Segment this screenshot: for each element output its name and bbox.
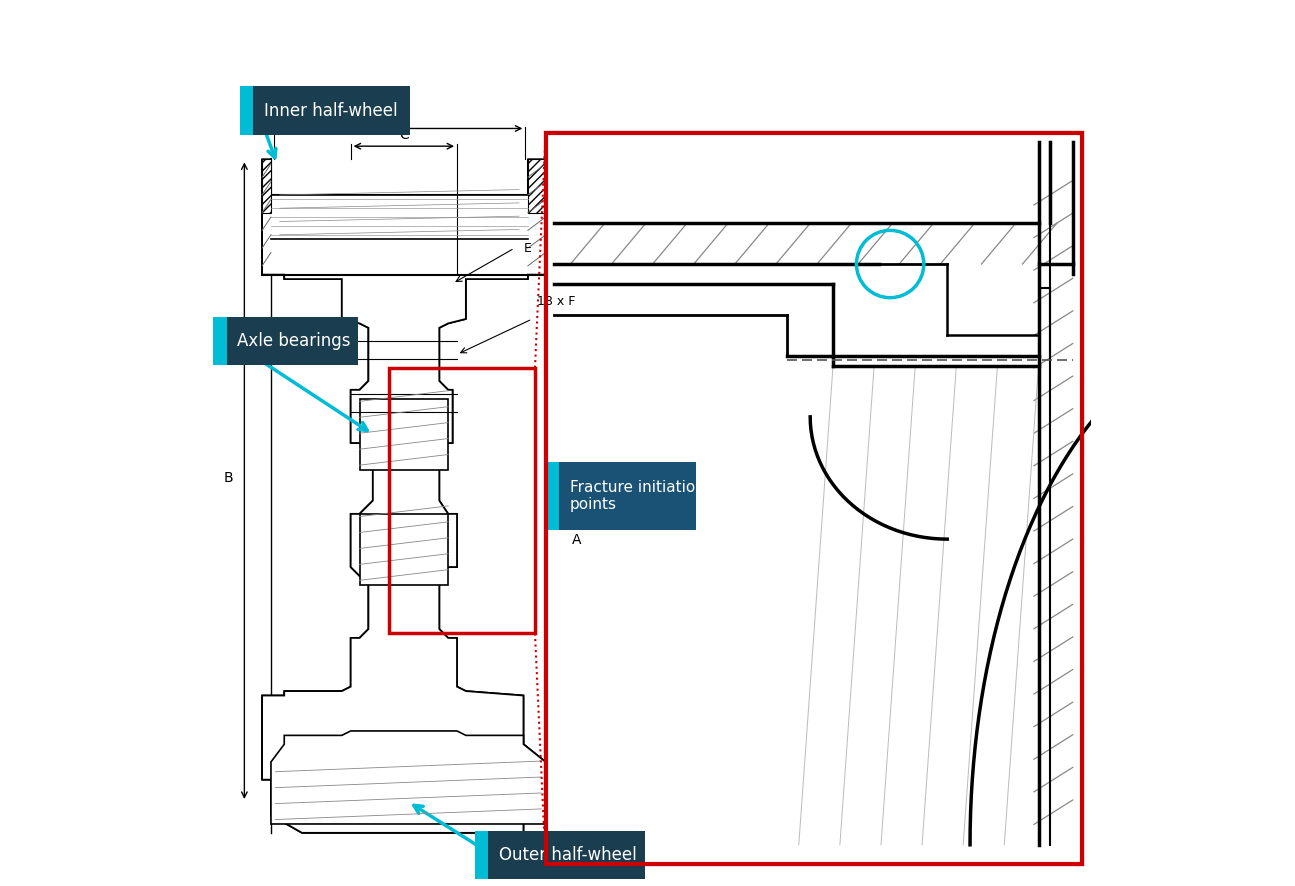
Polygon shape (262, 159, 271, 213)
Bar (388, 368, 535, 633)
Bar (254, 87, 411, 136)
Text: E: E (523, 242, 531, 254)
Bar (214, 317, 227, 366)
Text: B: B (224, 471, 233, 486)
Bar (545, 133, 1081, 864)
Bar (545, 462, 559, 530)
Bar (227, 317, 359, 366)
Bar (559, 462, 697, 530)
Bar (488, 831, 645, 879)
Bar (475, 831, 488, 879)
Text: Outer half-wheel: Outer half-wheel (499, 846, 636, 864)
Polygon shape (262, 159, 545, 833)
Polygon shape (271, 731, 545, 824)
Polygon shape (528, 159, 545, 213)
Bar (545, 133, 1081, 864)
Text: A: A (572, 533, 581, 548)
Text: 18 x F: 18 x F (536, 295, 575, 307)
Bar (545, 133, 1081, 864)
Text: Axle bearings: Axle bearings (237, 332, 351, 350)
Polygon shape (360, 399, 448, 470)
Text: D: D (394, 105, 405, 120)
Text: C: C (399, 128, 409, 142)
Bar (240, 87, 254, 136)
Polygon shape (360, 514, 448, 585)
Text: Fracture initiation
points: Fracture initiation points (570, 480, 704, 512)
Text: Inner half-wheel: Inner half-wheel (264, 102, 398, 120)
